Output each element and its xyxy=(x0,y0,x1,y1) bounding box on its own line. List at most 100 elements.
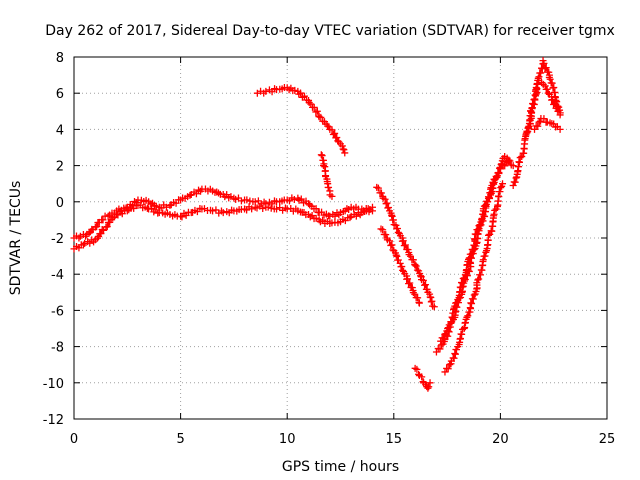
series-track-7 xyxy=(411,364,434,392)
y-tick-label: -4 xyxy=(51,268,64,283)
data-point xyxy=(317,151,325,159)
data-marker-run xyxy=(84,236,98,247)
data-marker-run xyxy=(387,209,398,229)
data-marker-run xyxy=(422,381,431,391)
data-marker-run xyxy=(461,308,474,332)
data-point xyxy=(411,364,419,372)
data-marker-run xyxy=(466,284,481,312)
series-track-9 xyxy=(437,156,513,345)
data-point xyxy=(531,125,539,133)
chart-title: Day 262 of 2017, Sidereal Day-to-day VTE… xyxy=(45,23,615,39)
data-marker-run xyxy=(393,225,404,240)
data-marker-run xyxy=(233,205,245,215)
data-point xyxy=(426,379,434,387)
series-track-4 xyxy=(317,151,336,200)
data-marker-run xyxy=(276,204,289,214)
data-point xyxy=(441,368,449,376)
data-marker-run xyxy=(257,87,268,97)
data-marker-run xyxy=(403,275,416,292)
data-marker-run xyxy=(425,383,433,391)
data-marker-run xyxy=(147,199,160,210)
x-tick-label: 20 xyxy=(492,432,509,447)
data-marker-run xyxy=(413,365,423,378)
data-point xyxy=(328,192,336,200)
data-marker-run xyxy=(398,237,412,254)
data-marker-run xyxy=(323,175,331,186)
data-marker-run xyxy=(523,107,535,135)
data-marker-run xyxy=(542,85,553,98)
data-marker-run xyxy=(243,196,257,206)
series-track-2 xyxy=(70,201,376,253)
series-track-13 xyxy=(531,115,564,133)
data-marker-run xyxy=(539,59,553,76)
data-marker-run xyxy=(361,205,374,216)
data-marks xyxy=(70,57,564,392)
data-marker-run xyxy=(137,196,150,206)
data-marker-run xyxy=(73,241,87,252)
data-marker-run xyxy=(265,85,279,96)
series-track-3 xyxy=(253,84,349,157)
data-marker-run xyxy=(391,249,402,264)
data-marker-run xyxy=(316,216,331,227)
x-tick-label: 0 xyxy=(70,432,78,447)
data-marker-run xyxy=(447,299,461,326)
data-point xyxy=(479,256,487,264)
data-point xyxy=(262,87,270,95)
data-marker-run xyxy=(538,79,547,88)
data-marker-run xyxy=(221,191,235,202)
data-marker-run xyxy=(93,218,103,231)
data-marker-run xyxy=(106,209,118,219)
data-marker-run xyxy=(73,232,83,242)
series-track-5 xyxy=(373,183,438,311)
data-marker-run xyxy=(386,237,397,254)
data-marker-run xyxy=(200,205,214,214)
data-marker-run xyxy=(397,263,409,278)
data-marker-run xyxy=(317,113,333,131)
data-marker-run xyxy=(223,206,236,217)
data-marker-run xyxy=(253,202,267,213)
data-marker-run xyxy=(285,194,298,205)
data-marker-run xyxy=(276,84,288,93)
grid xyxy=(74,57,607,419)
data-marker-run xyxy=(157,201,170,212)
series-track-12 xyxy=(522,77,562,139)
x-tick-label: 5 xyxy=(176,432,184,447)
data-marker-run xyxy=(232,194,245,205)
data-marker-run xyxy=(449,346,460,362)
series-track-6 xyxy=(377,225,423,307)
data-point xyxy=(219,209,227,217)
y-tick-label: -6 xyxy=(51,304,64,319)
y-tick-label: -8 xyxy=(51,341,64,356)
data-point xyxy=(341,149,349,157)
data-marker-run xyxy=(548,96,561,112)
y-tick-label: -2 xyxy=(51,232,64,247)
data-point xyxy=(373,183,381,191)
data-marker-run xyxy=(519,119,535,157)
data-marker-run xyxy=(103,213,119,231)
data-marker-run xyxy=(455,325,466,349)
data-marker-run xyxy=(510,154,524,186)
data-marker-run xyxy=(487,206,499,235)
data-point xyxy=(319,162,327,170)
data-point xyxy=(554,107,562,115)
data-marker-run xyxy=(295,195,310,207)
data-marker-run xyxy=(438,324,452,342)
data-marker-run xyxy=(324,183,333,192)
axis-ticks: 0 5 10 15 20 25 -12 -10 -8 -6 -4 -2 0 2 4 6 8 xyxy=(43,51,616,447)
data-marker-run xyxy=(254,197,268,208)
data-point xyxy=(411,261,419,269)
data-marker-run xyxy=(489,164,503,186)
data-marker-run xyxy=(546,119,556,128)
data-marker-run xyxy=(85,225,97,237)
data-marker-run xyxy=(479,184,495,213)
data-marker-run xyxy=(212,206,225,217)
data-point xyxy=(556,125,564,133)
data-marker-run xyxy=(552,123,561,131)
data-marker-run xyxy=(93,226,108,242)
series-track-10 xyxy=(441,180,507,376)
data-point xyxy=(509,162,517,170)
data-point xyxy=(556,111,564,119)
data-marker-run xyxy=(264,203,278,213)
data-marker-run xyxy=(265,197,278,208)
data-point xyxy=(273,205,281,213)
